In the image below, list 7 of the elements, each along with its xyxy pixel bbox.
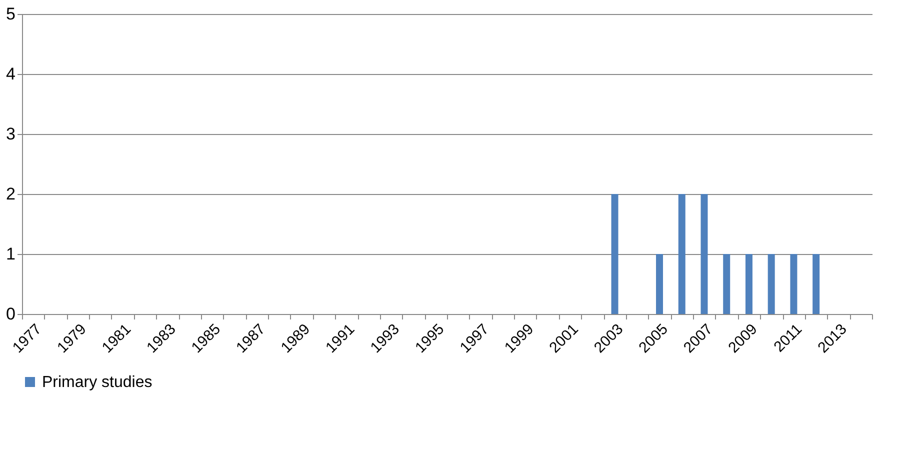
y-tick-label: 3: [6, 124, 16, 144]
y-tick-label: 0: [6, 304, 16, 324]
y-tick-label: 2: [6, 184, 16, 204]
legend-label: Primary studies: [42, 374, 152, 391]
y-tick-label: 1: [6, 244, 16, 264]
y-tick-label: 5: [6, 4, 16, 24]
y-tick-label: 4: [6, 64, 16, 84]
